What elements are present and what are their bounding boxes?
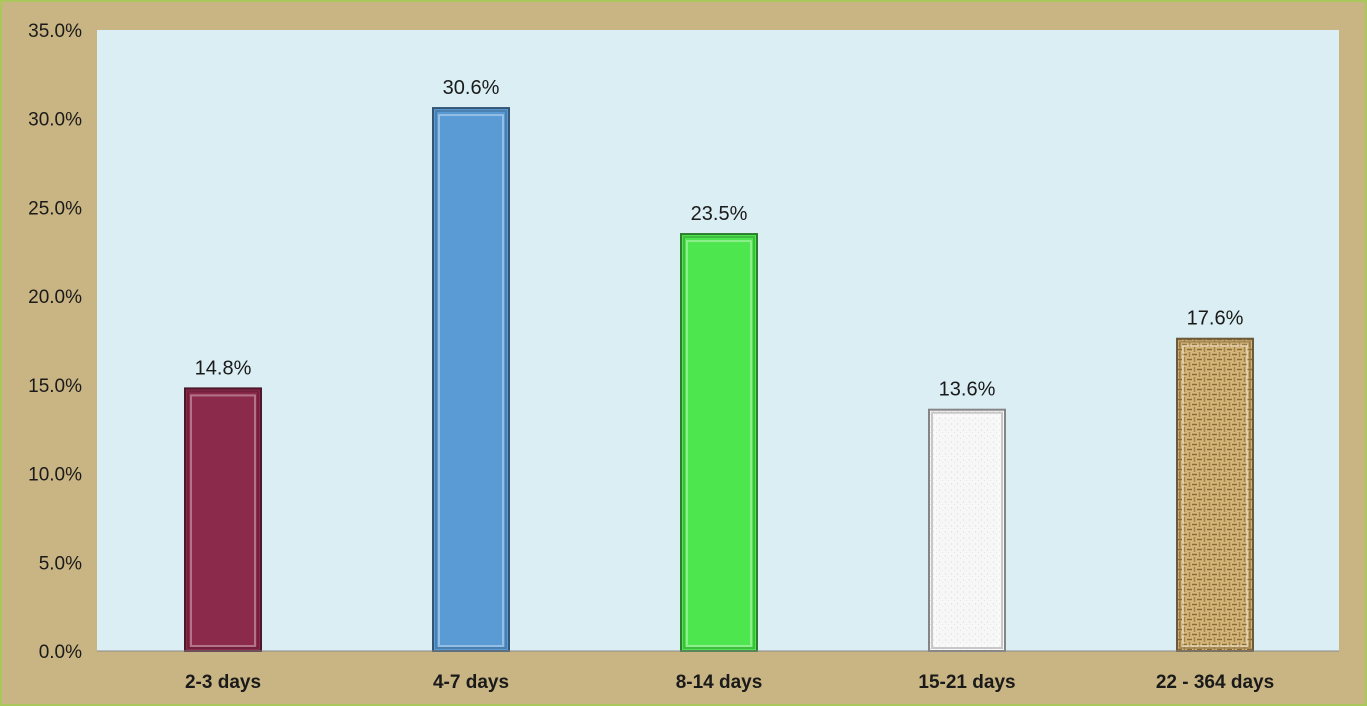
bar-group: 14.8% <box>184 357 262 652</box>
bar-bevel <box>1182 344 1248 647</box>
bar-value-label: 23.5% <box>691 203 748 225</box>
y-tick-label: 10.0% <box>28 465 82 486</box>
y-tick-label: 5.0% <box>39 553 82 574</box>
bar-value-label: 13.6% <box>939 379 996 401</box>
bar-group: 23.5% <box>680 203 758 653</box>
bar-edge <box>435 110 507 650</box>
bar-bevel <box>438 114 504 648</box>
bar-group: 30.6% <box>432 77 510 653</box>
x-tick-label: 15-21 days <box>918 672 1015 693</box>
bar-edge <box>1179 340 1251 649</box>
bar-edge <box>931 411 1003 649</box>
bar <box>432 107 510 653</box>
bar-group: 13.6% <box>928 379 1006 652</box>
bar-bevel <box>686 240 752 648</box>
bar <box>928 408 1006 652</box>
x-tick-label: 2-3 days <box>185 672 261 693</box>
x-tick-label: 4-7 days <box>433 672 509 693</box>
y-tick-label: 20.0% <box>28 287 82 308</box>
bar-bevel <box>190 394 256 647</box>
x-tick-label: 22 - 364 days <box>1156 672 1274 693</box>
y-tick-label: 0.0% <box>39 642 82 663</box>
y-tick-label: 35.0% <box>28 21 82 42</box>
bar-bevel <box>934 415 1000 647</box>
bar-value-label: 14.8% <box>195 357 252 379</box>
bar-group: 17.6% <box>1176 308 1254 652</box>
x-axis: 2-3 days 4-7 days 8-14 days 15-21 days 22 - … <box>97 650 1339 693</box>
bar-value-label: 30.6% <box>443 77 500 99</box>
y-axis: 0.0% 5.0% 10.0% 15.0% 20.0% 25.0% 30.0% 35.0% <box>28 21 82 663</box>
bar-value-label: 17.6% <box>1187 308 1244 330</box>
bars: 14.8% 30.6% 23.5% 13.6% 17.6% <box>184 77 1254 653</box>
bar <box>184 387 262 652</box>
y-tick-label: 30.0% <box>28 110 82 131</box>
x-tick-label: 8-14 days <box>676 672 763 693</box>
bar <box>680 233 758 653</box>
y-tick-label: 15.0% <box>28 376 82 397</box>
bar-edge <box>187 390 259 649</box>
y-tick-label: 25.0% <box>28 198 82 219</box>
bar <box>1176 337 1254 652</box>
bar-edge <box>683 236 755 650</box>
